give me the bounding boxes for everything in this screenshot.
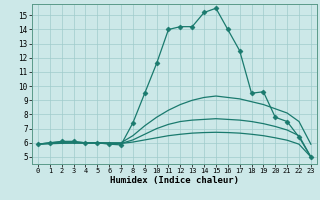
X-axis label: Humidex (Indice chaleur): Humidex (Indice chaleur) [110, 176, 239, 185]
